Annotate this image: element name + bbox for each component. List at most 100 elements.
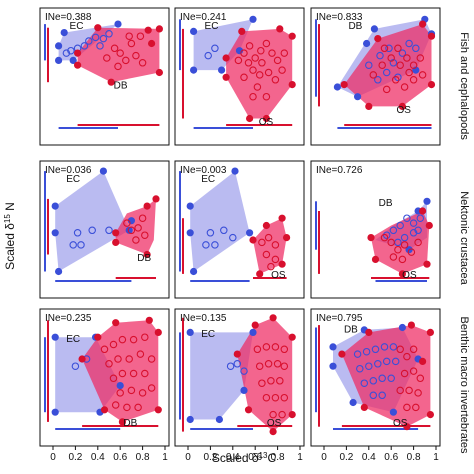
point-open-OS-2-9 bbox=[409, 76, 418, 84]
point-open-OS-2-12 bbox=[405, 68, 413, 77]
point-filled-EC-7-4 bbox=[215, 415, 223, 424]
row-label-1: Nektonic crustacea bbox=[458, 191, 470, 285]
point-open-DB-0-7 bbox=[125, 32, 133, 40]
point-open-OS-7-7 bbox=[280, 362, 289, 370]
point-filled-OS-8-1 bbox=[365, 328, 373, 336]
hull-OS-5 bbox=[371, 211, 430, 274]
group-label-DB-6: DB bbox=[123, 418, 137, 429]
group-label-DB-2: DB bbox=[348, 21, 362, 32]
point-open-DB-8-12 bbox=[378, 374, 386, 383]
panel-2-0: EC DB INe=0.235 0 0.2 0.4 0.6 0.8 1 bbox=[39, 308, 170, 463]
panel-frame-7 bbox=[174, 308, 305, 447]
point-open-EC-7-1 bbox=[233, 360, 242, 368]
point-open-OS-8-5 bbox=[416, 374, 425, 383]
point-filled-EC-4-0 bbox=[186, 229, 194, 237]
point-filled-DB-6-4 bbox=[154, 328, 162, 336]
point-filled-OS-4-5 bbox=[256, 270, 264, 278]
point-open-OS-7-13 bbox=[280, 393, 289, 402]
point-filled-EC-3-4 bbox=[54, 267, 63, 276]
point-open-DB-6-17 bbox=[147, 384, 156, 392]
point-filled-DB-0-5 bbox=[74, 61, 82, 69]
point-filled-DB-5-1 bbox=[423, 197, 431, 205]
x-tick-label-8-4: 0.8 bbox=[407, 452, 421, 463]
point-open-OS-2-1 bbox=[378, 61, 386, 69]
point-filled-OS-5-5 bbox=[371, 255, 380, 263]
point-open-DB-8-4 bbox=[389, 343, 398, 351]
point-filled-DB-2-1 bbox=[370, 25, 378, 33]
point-open-DB-3-4 bbox=[141, 231, 149, 239]
group-label-DB-8: DB bbox=[344, 324, 358, 335]
point-filled-DB-8-0 bbox=[329, 343, 337, 351]
point-filled-OS-8-4 bbox=[426, 410, 434, 419]
point-filled-OS-5-1 bbox=[418, 207, 427, 215]
point-filled-EC-4-4 bbox=[190, 267, 198, 276]
point-filled-OS-2-2 bbox=[418, 20, 427, 28]
index-label-3: INe=0.036 bbox=[45, 165, 92, 176]
point-open-OS-4-0 bbox=[258, 238, 266, 247]
point-open-DB-0-1 bbox=[110, 44, 119, 53]
point-open-EC-4-0 bbox=[206, 229, 215, 237]
point-open-OS-5-0 bbox=[380, 233, 389, 242]
point-filled-OS-1-6 bbox=[246, 114, 254, 123]
point-filled-EC-7-0 bbox=[186, 415, 194, 424]
x-tick-label-7-0: 0 bbox=[185, 452, 191, 463]
hull-DB-3 bbox=[115, 198, 156, 255]
point-filled-OS-1-1 bbox=[238, 27, 246, 35]
point-open-EC-3-0 bbox=[73, 229, 82, 237]
point-open-OS-1-6 bbox=[268, 49, 276, 57]
point-open-OS-7-14 bbox=[269, 410, 277, 419]
x-tick-label-7-3: 0.6 bbox=[248, 452, 262, 463]
point-filled-EC-3-1 bbox=[51, 202, 59, 210]
x-tick-label-6-4: 0.8 bbox=[136, 452, 150, 463]
panel-0-2: DB OS INe=0.833 bbox=[310, 7, 441, 146]
panel-frame-2 bbox=[310, 7, 441, 146]
point-open-OS-8-9 bbox=[403, 403, 411, 412]
point-open-OS-7-10 bbox=[276, 377, 284, 385]
point-filled-EC-0-0 bbox=[54, 42, 63, 50]
group-label-OS-2: OS bbox=[396, 105, 411, 116]
point-open-DB-6-18 bbox=[123, 403, 131, 412]
point-open-OS-8-10 bbox=[412, 403, 420, 412]
point-open-DB-6-12 bbox=[129, 369, 138, 378]
index-label-6: INe=0.235 bbox=[45, 313, 92, 324]
point-filled-OS-4-1 bbox=[262, 221, 270, 230]
point-open-OS-1-0 bbox=[234, 56, 243, 65]
group-label-EC-4: EC bbox=[201, 174, 215, 185]
point-open-OS-1-8 bbox=[249, 66, 257, 74]
point-open-DB-6-15 bbox=[127, 386, 136, 395]
point-open-DB-0-9 bbox=[114, 62, 122, 71]
point-open-DB-8-1 bbox=[362, 347, 371, 356]
point-open-DB-8-7 bbox=[374, 360, 382, 368]
point-open-DB-0-0 bbox=[103, 54, 111, 62]
group-label-EC-7: EC bbox=[201, 329, 215, 340]
point-open-DB-8-3 bbox=[380, 343, 389, 351]
index-label-4: INe=0.003 bbox=[180, 165, 227, 176]
index-label-7: INe=0.135 bbox=[180, 313, 227, 324]
point-open-DB-6-19 bbox=[134, 403, 142, 412]
point-open-DB-2-7 bbox=[382, 68, 391, 77]
index-label-8: INe=0.795 bbox=[316, 313, 363, 324]
point-open-OS-1-11 bbox=[271, 76, 280, 84]
x-tick-label-8-3: 0.6 bbox=[384, 452, 398, 463]
index-label-0: INe=0.388 bbox=[45, 12, 92, 23]
hull-OS-2 bbox=[344, 24, 432, 107]
point-open-DB-5-2 bbox=[396, 221, 404, 230]
point-open-DB-6-6 bbox=[114, 355, 122, 363]
point-filled-DB-0-2 bbox=[155, 25, 163, 33]
index-label-2: INe=0.833 bbox=[316, 12, 363, 23]
point-filled-OS-8-7 bbox=[418, 357, 427, 365]
point-open-DB-2-9 bbox=[374, 76, 382, 84]
panel-frame-3 bbox=[39, 160, 170, 299]
point-open-DB-3-1 bbox=[127, 226, 136, 235]
point-open-DB-6-14 bbox=[116, 389, 124, 397]
index-label-1: INe=0.241 bbox=[180, 12, 227, 23]
point-open-OS-2-4 bbox=[403, 54, 411, 62]
point-open-OS-8-8 bbox=[414, 389, 422, 397]
point-filled-DB-8-5 bbox=[349, 398, 357, 407]
point-open-OS-8-1 bbox=[403, 352, 411, 361]
point-filled-EC-0-3 bbox=[69, 56, 77, 65]
point-open-OS-7-3 bbox=[280, 345, 289, 354]
panel-frame-0 bbox=[39, 7, 170, 146]
panels-layer: ECDBINe=0.388ECOSINe=0.241DBOSINe=0.833E… bbox=[39, 7, 441, 463]
